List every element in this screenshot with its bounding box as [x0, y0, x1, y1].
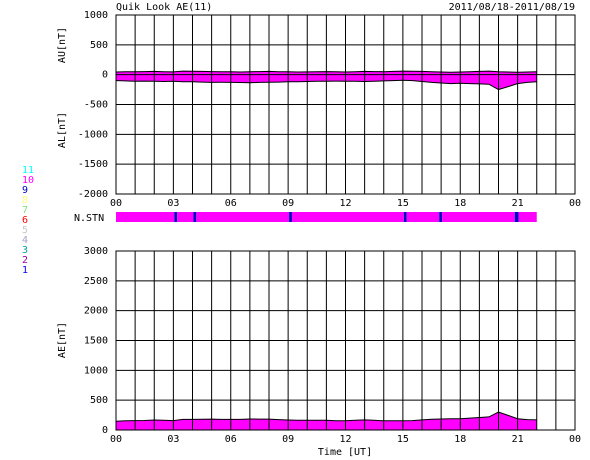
x-tick-label: 15 [397, 198, 409, 209]
x-tick-label: 00 [569, 434, 581, 445]
legend-entry: 8 [22, 195, 28, 206]
x-tick-label: 15 [397, 434, 409, 445]
x-tick-label: 21 [512, 198, 524, 209]
legend-entry: 3 [22, 245, 28, 256]
y-tick-label: 500 [90, 40, 108, 51]
legend-entry: 11 [22, 165, 34, 176]
x-tick-label: 00 [110, 198, 122, 209]
x-tick-label: 12 [339, 198, 351, 209]
station-segment [174, 212, 178, 222]
x-tick-label: 03 [167, 434, 179, 445]
legend-entry: 2 [22, 255, 28, 266]
station-segment [439, 212, 443, 222]
chart-title: Quik Look AE(11) [116, 2, 212, 13]
plot-frame [115, 250, 576, 431]
x-tick-label: 06 [225, 434, 237, 445]
legend-entry: 10 [22, 175, 34, 186]
y-tick-label: -1000 [78, 129, 108, 140]
x-axis-label: Time [UT] [318, 447, 372, 458]
y-tick-label: 500 [90, 395, 108, 406]
station-segment [193, 212, 197, 222]
y-tick-label: 2500 [84, 276, 108, 287]
y-tick-label: 3000 [84, 246, 108, 257]
x-tick-label: 03 [167, 198, 179, 209]
x-tick-label: 18 [454, 198, 466, 209]
legend-entry: 4 [22, 235, 28, 246]
y-axis-label: AL[nT] [57, 112, 68, 148]
y-tick-label: 1500 [84, 336, 108, 347]
legend-entry: 9 [22, 185, 28, 196]
station-segment [442, 212, 515, 222]
y-tick-label: 1000 [84, 365, 108, 376]
y-axis-label: AE[nT] [57, 322, 68, 358]
date-range: 2011/08/18-2011/08/19 [449, 2, 575, 13]
station-segment [177, 212, 194, 222]
y-tick-label: -1500 [78, 159, 108, 170]
y-tick-label: -2000 [78, 189, 108, 200]
legend-entry: 6 [22, 215, 28, 226]
y-tick-label: 0 [102, 425, 108, 436]
y-tick-label: 2000 [84, 306, 108, 317]
station-segment [291, 212, 404, 222]
legend-entry: 1 [22, 265, 28, 276]
station-segment [116, 212, 175, 222]
x-tick-label: 09 [282, 198, 294, 209]
x-tick-label: 00 [569, 198, 581, 209]
y-tick-label: 0 [102, 70, 108, 81]
y-tick-label: 1000 [84, 10, 108, 21]
station-segment [514, 212, 519, 222]
y-tick-label: -500 [84, 100, 108, 111]
legend-entry: 5 [22, 225, 28, 236]
strip-label: N.STN [74, 213, 104, 224]
plot-frame [115, 14, 576, 195]
station-segment [518, 212, 537, 222]
x-tick-label: 06 [225, 198, 237, 209]
x-tick-label: 18 [454, 434, 466, 445]
station-segment [406, 212, 440, 222]
legend-entry: 7 [22, 205, 28, 216]
x-tick-label: 00 [110, 434, 122, 445]
station-segment [196, 212, 290, 222]
x-tick-label: 12 [339, 434, 351, 445]
x-tick-label: 09 [282, 434, 294, 445]
station-segment [289, 212, 292, 222]
station-segment [403, 212, 407, 222]
x-tick-label: 21 [512, 434, 524, 445]
y-axis-label: AU[nT] [57, 27, 68, 63]
